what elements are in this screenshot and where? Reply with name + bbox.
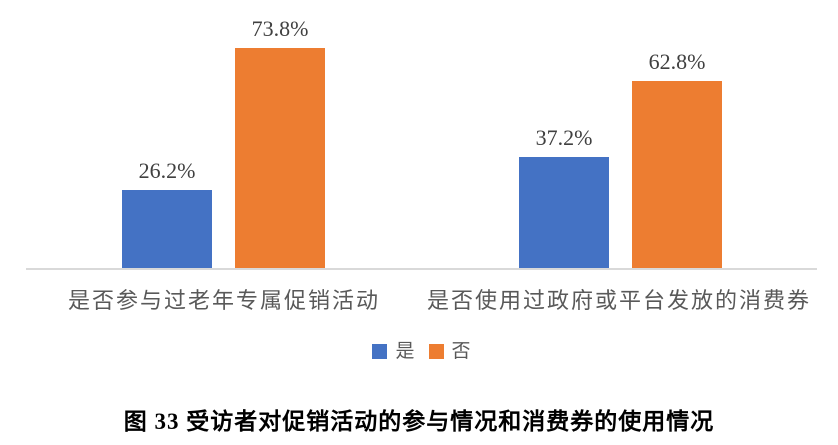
bar-chart-plot-area: 26.2% 73.8% 37.2% 62.8% [26, 0, 817, 270]
legend-label: 是 [395, 341, 415, 362]
bar-group-2: 37.2% 62.8% [519, 0, 722, 268]
bar-cell-no-1: 73.8% [235, 17, 325, 268]
data-label-yes-2: 37.2% [535, 125, 593, 150]
bar-cell-yes-1: 26.2% [122, 159, 212, 268]
bar-group-1: 26.2% 73.8% [122, 0, 325, 268]
bar-cell-yes-2: 37.2% [519, 126, 609, 268]
x-axis-line [26, 268, 817, 270]
data-label-no-1: 73.8% [251, 16, 309, 41]
legend-swatch-icon [372, 344, 388, 359]
bar-yes-2 [519, 157, 609, 268]
legend-swatch-icon [428, 344, 444, 359]
figure-caption: 图 33 受访者对促销活动的参与情况和消费券的使用情况 [123, 409, 715, 434]
bar-no-1 [235, 48, 325, 268]
chart-legend: 是否 [26, 342, 817, 361]
legend-item-2: 否 [428, 341, 471, 362]
bar-yes-1 [122, 190, 212, 268]
bar-cell-no-2: 62.8% [632, 50, 722, 268]
legend-item-1: 是 [372, 341, 415, 362]
category-axis-labels: 是否参与过老年专属促销活动 是否使用过政府或平台发放的消费券 [0, 283, 838, 313]
data-label-yes-1: 26.2% [138, 158, 196, 183]
legend-label: 否 [451, 341, 471, 362]
bar-no-2 [632, 81, 722, 268]
data-label-no-2: 62.8% [648, 49, 706, 74]
category-label-1: 是否参与过老年专属促销活动 [67, 288, 380, 313]
category-label-2: 是否使用过政府或平台发放的消费券 [426, 288, 811, 313]
